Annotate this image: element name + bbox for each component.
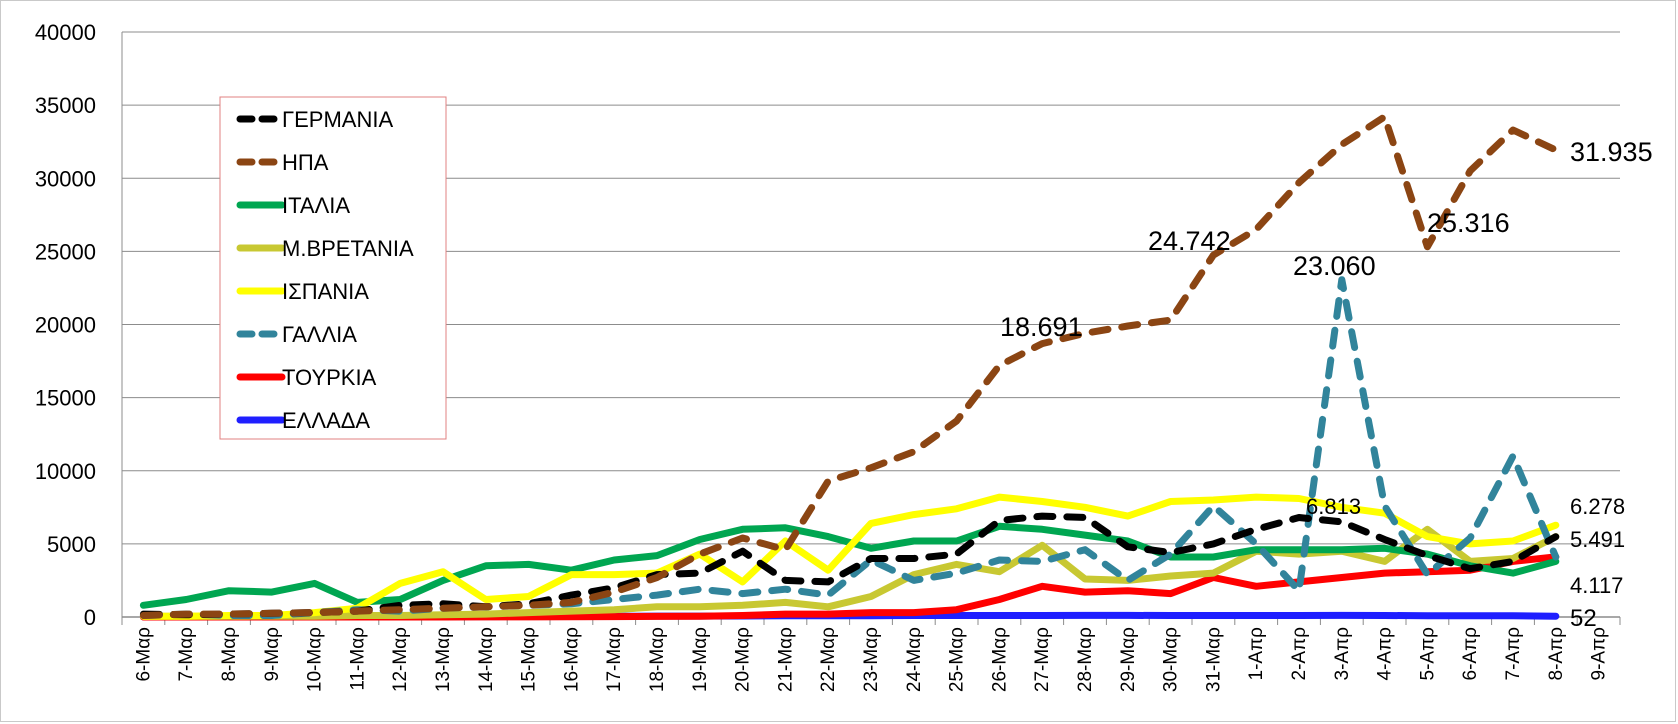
x-tick-label: 11-Μαρ — [347, 627, 368, 691]
series-line-ΓΕΡΜΑΝΙΑ — [139, 512, 1560, 619]
x-tick-label: 7-Απρ — [1503, 627, 1524, 681]
x-tick-label: 9-Μαρ — [262, 627, 283, 682]
legend-label: ΓΑΛΛΙΑ — [282, 322, 357, 347]
y-tick-label: 40000 — [35, 20, 96, 45]
x-tick-label: 19-Μαρ — [690, 627, 711, 692]
x-tick-label: 7-Μαρ — [176, 627, 197, 682]
x-tick-label: 15-Μαρ — [519, 627, 540, 692]
data-label: 24.742 — [1148, 226, 1231, 256]
legend-label: Μ.ΒΡΕΤΑΝΙΑ — [282, 236, 414, 261]
y-tick-label: 5000 — [47, 532, 96, 557]
y-tick-label: 15000 — [35, 386, 96, 411]
legend-label: ΤΟΥΡΚΙΑ — [282, 365, 377, 390]
data-label: 23.060 — [1293, 251, 1376, 281]
legend-label: ΗΠΑ — [282, 150, 329, 175]
data-label: 25.316 — [1427, 208, 1510, 238]
x-tick-label: 22-Μαρ — [818, 627, 839, 692]
data-label: 6.813 — [1306, 494, 1361, 519]
x-tick-label: 4-Απρ — [1375, 627, 1396, 681]
legend-label: ΙΤΑΛΙΑ — [282, 193, 350, 218]
series-line-ΙΤΑΛΙΑ — [139, 522, 1560, 609]
x-tick-label: 28-Μαρ — [1075, 627, 1096, 692]
x-tick-label: 23-Μαρ — [861, 627, 882, 692]
x-tick-label: 8-Απρ — [1546, 627, 1567, 681]
x-tick-label: 21-Μαρ — [775, 627, 796, 692]
x-tick-label: 6-Μαρ — [133, 627, 154, 682]
x-tick-label: 31-Μαρ — [1203, 627, 1224, 692]
x-tick-label: 9-Απρ — [1589, 627, 1610, 681]
x-tick-label: 26-Μαρ — [989, 627, 1010, 692]
series-line-ΙΣΠΑΝΙΑ — [139, 493, 1560, 620]
x-tick-label: 29-Μαρ — [1118, 627, 1139, 692]
x-tick-label: 18-Μαρ — [647, 627, 668, 692]
x-tick-label: 10-Μαρ — [305, 627, 326, 692]
data-label: 5.491 — [1570, 527, 1625, 552]
x-tick-label: 14-Μαρ — [476, 627, 497, 692]
x-tick-label: 12-Μαρ — [390, 627, 411, 692]
x-tick-label: 5-Απρ — [1417, 627, 1438, 681]
x-tick-label: 1-Απρ — [1246, 627, 1267, 681]
x-tick-label: 6-Απρ — [1460, 627, 1481, 681]
data-label: 18.691 — [1000, 312, 1083, 342]
y-tick-label: 25000 — [35, 239, 96, 264]
x-tick-label: 27-Μαρ — [1032, 627, 1053, 692]
x-tick-label: 2-Απρ — [1289, 627, 1310, 681]
x-tick-label: 17-Μαρ — [604, 627, 625, 692]
data-label: 31.935 — [1570, 137, 1653, 167]
legend: ΓΕΡΜΑΝΙΑ ΗΠΑ ΙΤΑΛΙΑ Μ.ΒΡΕΤΑΝΙΑ ΙΣΠΑΝΙΑ ΓΑΛΛΙΑ… — [219, 96, 447, 440]
x-tick-label: 25-Μαρ — [947, 627, 968, 692]
y-tick-label: 0 — [84, 605, 96, 630]
series-lines — [139, 113, 1560, 621]
x-tick-label: 3-Απρ — [1332, 627, 1353, 681]
legend-label: ΕΛΛΑΔΑ — [282, 408, 370, 433]
data-labels: 18.691 24.742 23.060 25.316 31.935 6.813 6.278… — [1000, 137, 1653, 632]
legend-label: ΓΕΡΜΑΝΙΑ — [282, 107, 393, 132]
data-label: 6.278 — [1570, 494, 1625, 519]
y-tick-label: 35000 — [35, 93, 96, 118]
data-label: 4.117 — [1570, 573, 1623, 598]
x-axis: 6-Μαρ 7-Μαρ 8-Μαρ 9-Μαρ 10-Μαρ 11-Μαρ 12-Μαρ 13… — [121, 616, 1621, 692]
x-tick-label: 8-Μαρ — [219, 627, 240, 682]
data-label: 52 — [1570, 605, 1597, 632]
x-tick-label: 16-Μαρ — [561, 627, 582, 692]
x-tick-label: 13-Μαρ — [433, 627, 454, 692]
y-tick-label: 10000 — [35, 459, 96, 484]
x-tick-label: 30-Μαρ — [1161, 627, 1182, 692]
y-tick-label: 20000 — [35, 313, 96, 338]
y-tick-label: 30000 — [35, 166, 96, 191]
legend-label: ΙΣΠΑΝΙΑ — [282, 279, 369, 304]
x-tick-label: 24-Μαρ — [904, 627, 925, 692]
legend-box — [219, 96, 447, 440]
series-line-ΗΠΑ — [139, 113, 1560, 619]
series-line-ΓΑΛΛΙΑ — [139, 276, 1560, 619]
y-axis: 0 5000 10000 15000 20000 25000 30000 35000 40000 — [35, 20, 123, 630]
x-tick-label: 20-Μαρ — [733, 627, 754, 692]
